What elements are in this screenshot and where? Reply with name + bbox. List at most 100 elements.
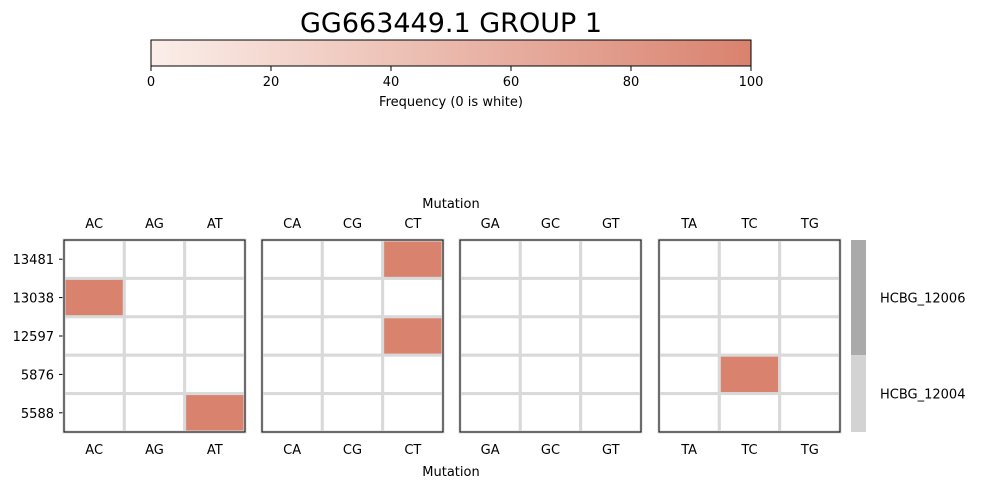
heatmap-cell — [183, 353, 247, 396]
heatmap-cell — [62, 276, 126, 319]
column-label-top: TG — [800, 217, 819, 232]
column-label-top: AG — [145, 217, 164, 232]
row-label: 12597 — [13, 330, 54, 345]
group-bar: HCBG_12006 HCBG_12004 — [851, 240, 965, 432]
heatmap-cell — [122, 315, 187, 357]
colorbar-gradient — [150, 39, 752, 67]
column-label-bottom: GT — [602, 443, 620, 458]
heatmap-cell — [381, 392, 445, 434]
heatmap-panel-3: GA GA GC GC GT GT — [458, 217, 643, 458]
heatmap-cell — [778, 238, 842, 280]
column-label-bottom: AG — [145, 443, 164, 458]
heatmap-cell — [122, 392, 187, 434]
group-segment — [851, 355, 866, 432]
heatmap-cell — [657, 315, 721, 357]
row-label: 5588 — [21, 407, 54, 422]
heatmap-cell — [778, 276, 842, 319]
heatmap-cell — [122, 276, 187, 319]
heatmap-cell — [717, 392, 782, 434]
heatmap-cell — [579, 353, 643, 396]
heatmap-cell — [518, 353, 583, 396]
heatmap-panel-2: CA CA CG CG CT CT — [260, 217, 445, 458]
heatmap-cell — [717, 238, 782, 280]
column-label-top: TA — [680, 217, 697, 232]
column-label-top: GC — [541, 217, 560, 232]
heatmap-cell — [260, 315, 324, 357]
heatmap-cell — [657, 276, 721, 319]
heatmap-panels: ACACAGAGATATCACACGCGCTCTGAGAGCGCGTGTTATA… — [62, 217, 842, 458]
heatmap-cell — [260, 238, 324, 280]
heatmap-cell — [458, 315, 522, 357]
colorbar-tick-label: 20 — [263, 75, 280, 90]
heatmap-cell — [778, 392, 842, 434]
heatmap-cell — [320, 392, 385, 434]
column-label-bottom: GC — [541, 443, 560, 458]
heatmap-cell — [657, 392, 721, 434]
heatmap-cell — [62, 392, 126, 434]
heatmap-cell — [320, 353, 385, 396]
heatmap-cell — [579, 392, 643, 434]
heatmap-cell — [458, 392, 522, 434]
heatmap-cell — [778, 315, 842, 357]
heatmap-cell — [381, 276, 445, 319]
heatmap-cell — [260, 392, 324, 434]
heatmap-cell — [579, 276, 643, 319]
heatmap-cell — [183, 276, 247, 319]
panel-border — [459, 239, 642, 433]
column-label-bottom: CA — [283, 443, 301, 458]
panel-border — [63, 239, 246, 433]
column-label-bottom: AC — [85, 443, 103, 458]
column-label-bottom: TA — [680, 443, 697, 458]
row-label: 13038 — [13, 292, 54, 307]
row-label: 13481 — [13, 253, 54, 268]
heatmap-panel-1: AC AC AG AG AT AT — [62, 217, 247, 458]
heatmap-cell — [62, 353, 126, 396]
column-label-top: GA — [481, 217, 500, 232]
heatmap-cell — [657, 238, 721, 280]
heatmap-cell — [518, 315, 583, 357]
heatmap-cell — [381, 315, 445, 357]
column-label-bottom: GA — [481, 443, 500, 458]
heatmap-cell — [458, 238, 522, 280]
row-labels: 13481 13038 12597 5876 5588 — [13, 253, 64, 422]
column-label-bottom: CG — [343, 443, 362, 458]
column-label-bottom: TG — [800, 443, 819, 458]
column-label-top: AT — [207, 217, 223, 232]
heatmap-cell — [122, 353, 187, 396]
column-label-top: GT — [602, 217, 620, 232]
colorbar-tick-label: 100 — [739, 75, 764, 90]
heatmap-cell — [518, 276, 583, 319]
column-label-top: CA — [283, 217, 301, 232]
heatmap-cell — [518, 238, 583, 280]
panel-border — [261, 239, 444, 433]
heatmap-cell — [717, 353, 782, 396]
group-label: HCBG_12006 — [880, 292, 965, 307]
heatmap-cell — [717, 315, 782, 357]
colorbar-tick-label: 60 — [503, 75, 520, 90]
heatmap-cell — [320, 276, 385, 319]
heatmap-cell — [381, 238, 445, 280]
column-label-top: CT — [404, 217, 421, 232]
heatmap-cell — [320, 238, 385, 280]
heatmap-cell — [657, 353, 721, 396]
group-segment — [851, 240, 866, 356]
colorbar-label: Frequency (0 is white) — [379, 95, 523, 110]
chart-title: GG663449.1 GROUP 1 — [300, 8, 602, 39]
heatmap-cell — [518, 392, 583, 434]
column-label-bottom: CT — [404, 443, 421, 458]
heatmap-cell — [458, 276, 522, 319]
heatmap-cell — [381, 353, 445, 396]
x-axis-label-bottom: Mutation — [422, 465, 479, 480]
column-label-top: TC — [740, 217, 757, 232]
panel-border — [658, 239, 841, 433]
column-label-bottom: TC — [740, 443, 757, 458]
heatmap-cell — [183, 315, 247, 357]
heatmap-cell — [183, 392, 247, 434]
heatmap-cell — [579, 315, 643, 357]
heatmap-cell — [260, 276, 324, 319]
colorbar-ticks: 0 20 40 60 80 100 — [147, 66, 764, 90]
heatmap-cell — [458, 353, 522, 396]
heatmap-panel-4: TA TA TC TC TG TG — [657, 217, 842, 458]
heatmap-cell — [778, 353, 842, 396]
